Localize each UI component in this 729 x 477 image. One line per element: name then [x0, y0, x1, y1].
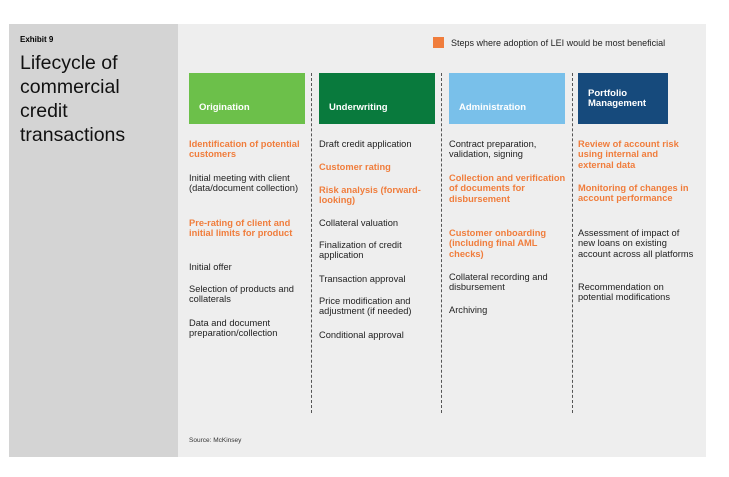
step-item: Conditional approval	[319, 330, 404, 340]
title-sidebar	[9, 24, 178, 457]
legend-label: Steps where adoption of LEI would be mos…	[451, 37, 666, 48]
legend-swatch	[433, 37, 444, 48]
column-separator	[311, 73, 312, 413]
step-item: Selection of products and collaterals	[189, 284, 294, 305]
column-header-portfolio-management: Portfolio Management	[578, 73, 668, 124]
step-item: Identification of potential customers	[189, 139, 300, 160]
step-item: Archiving	[449, 305, 488, 315]
step-item: Monitoring of changes in account perform…	[578, 183, 689, 204]
step-item: Risk analysis (forward-looking)	[319, 185, 421, 206]
exhibit-label: Exhibit 9	[20, 35, 54, 44]
step-item: Assessment of impact of new loans on exi…	[578, 228, 694, 259]
column-separator	[572, 73, 573, 413]
column-header-origination: Origination	[189, 73, 305, 124]
column-separator	[441, 73, 442, 413]
step-item: Pre-rating of client and initial limits …	[189, 218, 293, 239]
column-portfolio-management: Portfolio Management Review of account r…	[578, 73, 694, 302]
column-header-administration: Administration	[449, 73, 565, 124]
step-item: Initial offer	[189, 262, 232, 272]
column-underwriting: Underwriting Draft credit application Cu…	[319, 73, 435, 340]
step-item: Recommendation on potential modification…	[578, 282, 670, 303]
step-item: Review of account risk using internal an…	[578, 139, 679, 170]
step-item: Transaction approval	[319, 274, 406, 284]
column-origination: Origination Identification of potential …	[189, 73, 305, 338]
column-header-underwriting: Underwriting	[319, 73, 435, 124]
step-item: Contract preparation, validation, signin…	[449, 139, 537, 160]
column-administration: Administration Contract preparation, val…	[449, 73, 565, 315]
step-item: Customer rating	[319, 162, 391, 172]
step-item: Collateral valuation	[319, 218, 399, 228]
source-note: Source: McKinsey	[189, 437, 242, 444]
step-item: Draft credit application	[319, 139, 412, 149]
step-item: Finalization of credit application	[319, 240, 402, 261]
legend: Steps where adoption of LEI would be mos…	[433, 37, 665, 48]
step-item: Price modification and adjustment (if ne…	[319, 296, 412, 317]
step-item: Data and document preparation/collection	[189, 318, 278, 339]
step-item: Initial meeting with client (data/docume…	[189, 173, 299, 194]
step-item: Collateral recording and disbursement	[449, 272, 548, 293]
step-item: Collection and verification of documents…	[449, 173, 566, 204]
exhibit-title: Lifecycle of commercial credit transacti…	[20, 52, 126, 146]
step-item: Customer onboarding (including final AML…	[449, 228, 547, 259]
